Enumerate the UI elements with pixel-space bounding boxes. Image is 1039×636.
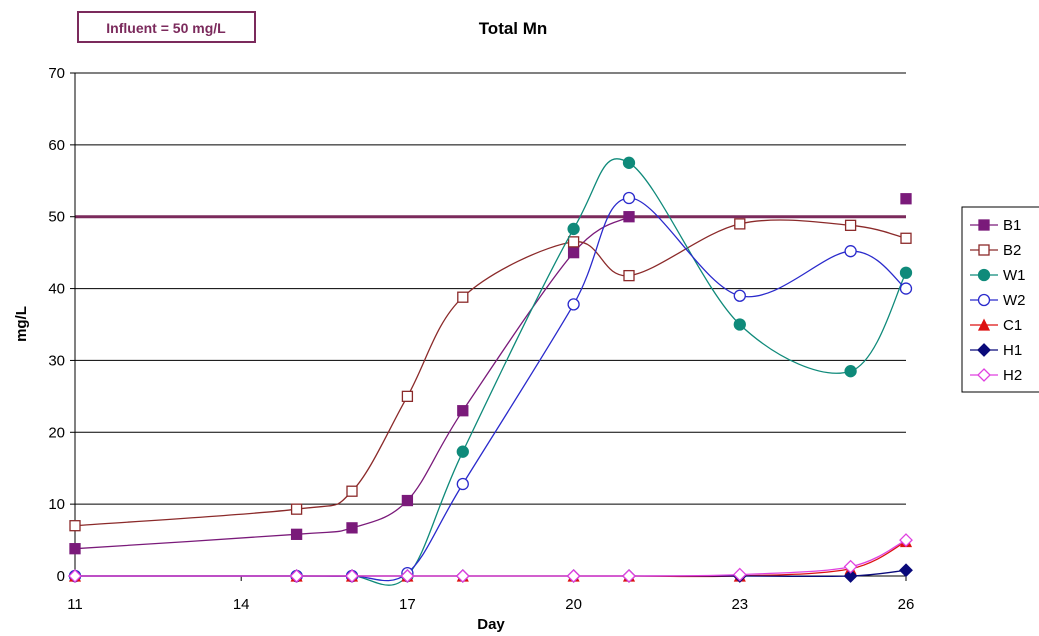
series-line (75, 197, 907, 582)
data-point (69, 520, 81, 532)
data-point (623, 211, 635, 223)
data-point (456, 445, 469, 458)
data-point (567, 236, 580, 248)
data-point (900, 232, 912, 244)
series-w1 (68, 156, 913, 586)
series-line (75, 540, 907, 578)
data-point (622, 569, 636, 583)
data-point (844, 245, 857, 258)
legend-item-b1: B1 (970, 217, 1021, 234)
y-tick-label: 0 (57, 568, 65, 585)
data-point (844, 219, 857, 231)
data-point (69, 543, 81, 555)
x-tick-label: 11 (67, 596, 83, 613)
x-axis-label: Day (477, 616, 505, 633)
data-point (734, 218, 746, 230)
axes: 0 10 20 30 40 50 60 70 11 14 17 20 23 26 (48, 65, 914, 613)
data-point (457, 405, 469, 417)
legend-item-c1: C1 (970, 317, 1022, 334)
data-point (622, 156, 636, 169)
y-tick-label: 30 (48, 352, 65, 369)
data-point (567, 246, 580, 259)
series-b1 (69, 193, 912, 555)
series-line (74, 219, 907, 527)
legend-swatch-marker (977, 268, 991, 282)
y-tick-label: 20 (48, 424, 65, 441)
legend-swatch-marker (977, 293, 991, 307)
y-axis-label: mg/L (13, 306, 30, 342)
data-point (733, 289, 746, 302)
y-tick-label: 40 (48, 281, 65, 298)
x-tick-label: 14 (233, 596, 250, 613)
data-point (456, 477, 469, 491)
legend-swatch-marker (977, 318, 991, 331)
annotation-text: Influent = 50 mg/L (106, 20, 226, 36)
data-point (899, 282, 913, 295)
data-point (844, 365, 857, 378)
data-point (457, 291, 469, 303)
legend-label: H2 (1003, 367, 1022, 384)
data-point (622, 191, 636, 205)
legend-item-w2: W2 (970, 292, 1026, 309)
data-point (400, 569, 415, 583)
legend-label: B2 (1003, 242, 1021, 259)
legend-label: B1 (1003, 217, 1021, 234)
x-tick-label: 26 (898, 596, 915, 613)
y-tick-label: 10 (48, 496, 65, 513)
series-line (75, 539, 907, 577)
data-point (567, 222, 580, 236)
data-point (290, 503, 303, 515)
data-point (899, 533, 913, 547)
data-point (346, 485, 358, 497)
data-point (455, 569, 470, 583)
data-point (566, 569, 581, 583)
series-line (75, 158, 907, 586)
legend-label: H1 (1003, 342, 1022, 359)
x-tick-label: 20 (565, 596, 582, 613)
x-tick-label: 17 (399, 596, 416, 613)
series-h2 (68, 533, 913, 583)
data-point (732, 567, 747, 582)
data-point (567, 298, 580, 311)
legend-label: C1 (1003, 317, 1022, 334)
data-point (843, 559, 858, 574)
series-lines (68, 156, 913, 586)
data-point (899, 266, 913, 279)
legend-item-w1: W1 (970, 267, 1026, 284)
legend-item-h2: H2 (970, 367, 1022, 384)
series-line (74, 216, 630, 550)
data-point (345, 569, 359, 583)
data-point (733, 318, 746, 331)
y-tick-label: 70 (48, 65, 65, 82)
y-tick-label: 60 (48, 137, 65, 154)
data-point (843, 569, 858, 583)
series-b2 (69, 218, 912, 532)
data-point (346, 522, 358, 534)
annotation-box (77, 11, 256, 43)
data-point (899, 563, 913, 578)
legend-swatch-marker (977, 368, 991, 382)
data-point (290, 528, 303, 540)
legend-swatch-marker (978, 219, 990, 231)
chart-title: Total Mn (479, 19, 548, 38)
data-point (68, 569, 82, 583)
series-c1 (68, 535, 913, 582)
legend-swatch-marker (978, 244, 990, 256)
legend-item-b2: B2 (970, 242, 1021, 259)
data-point (900, 193, 912, 205)
x-tick-label: 23 (731, 596, 748, 613)
data-point (289, 569, 304, 583)
data-point (401, 390, 414, 403)
legend-label: W2 (1003, 292, 1026, 309)
legend-item-h1: H1 (970, 342, 1022, 359)
data-point (401, 494, 414, 507)
legend-swatch-marker (977, 343, 991, 357)
legend-label: W1 (1003, 267, 1026, 284)
series-w2 (68, 191, 913, 583)
y-tick-label: 50 (48, 209, 65, 226)
data-point (623, 269, 635, 282)
legend: B1 B2 W1 W2 C1 H1 H2 (961, 206, 1039, 393)
